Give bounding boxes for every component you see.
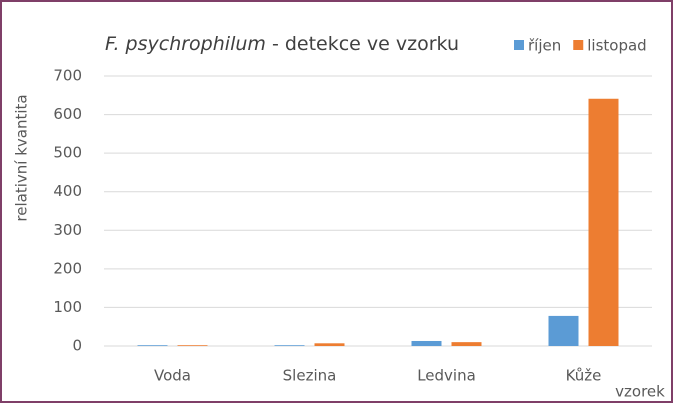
x-tick-label: Slezina: [283, 367, 337, 385]
bar: [274, 345, 305, 346]
bar: [588, 98, 619, 346]
x-tick-label: Ledvina: [417, 367, 476, 385]
y-tick-label: 400: [53, 182, 82, 200]
bar: [314, 343, 345, 346]
x-tick-label: Voda: [154, 367, 191, 385]
y-tick-label: 100: [53, 298, 82, 316]
y-tick-label: 700: [53, 67, 82, 85]
y-tick-label: 200: [53, 259, 82, 277]
legend-label: listopad: [587, 37, 646, 55]
legend-swatch: [573, 40, 584, 50]
title-italic: F. psychrophilum: [105, 33, 266, 55]
bar: [548, 315, 579, 346]
y-tick-label: 0: [72, 337, 82, 355]
title-rest: - detekce ve vzorku: [266, 33, 459, 55]
legend-swatch: [514, 40, 524, 50]
bar: [451, 342, 482, 346]
y-tick-label: 600: [53, 105, 82, 123]
y-axis-label: relativní kvantita: [13, 94, 31, 221]
bar: [411, 340, 442, 346]
bar: [137, 345, 168, 346]
x-tick-label: Kůže: [566, 367, 602, 385]
chart-title: F. psychrophilum - detekce ve vzorku: [105, 33, 459, 55]
y-tick-label: 300: [53, 221, 82, 239]
legend-label: říjen: [528, 37, 561, 55]
x-axis-label: vzorek: [615, 383, 665, 401]
y-tick-label: 500: [53, 144, 82, 162]
bar: [177, 345, 208, 346]
